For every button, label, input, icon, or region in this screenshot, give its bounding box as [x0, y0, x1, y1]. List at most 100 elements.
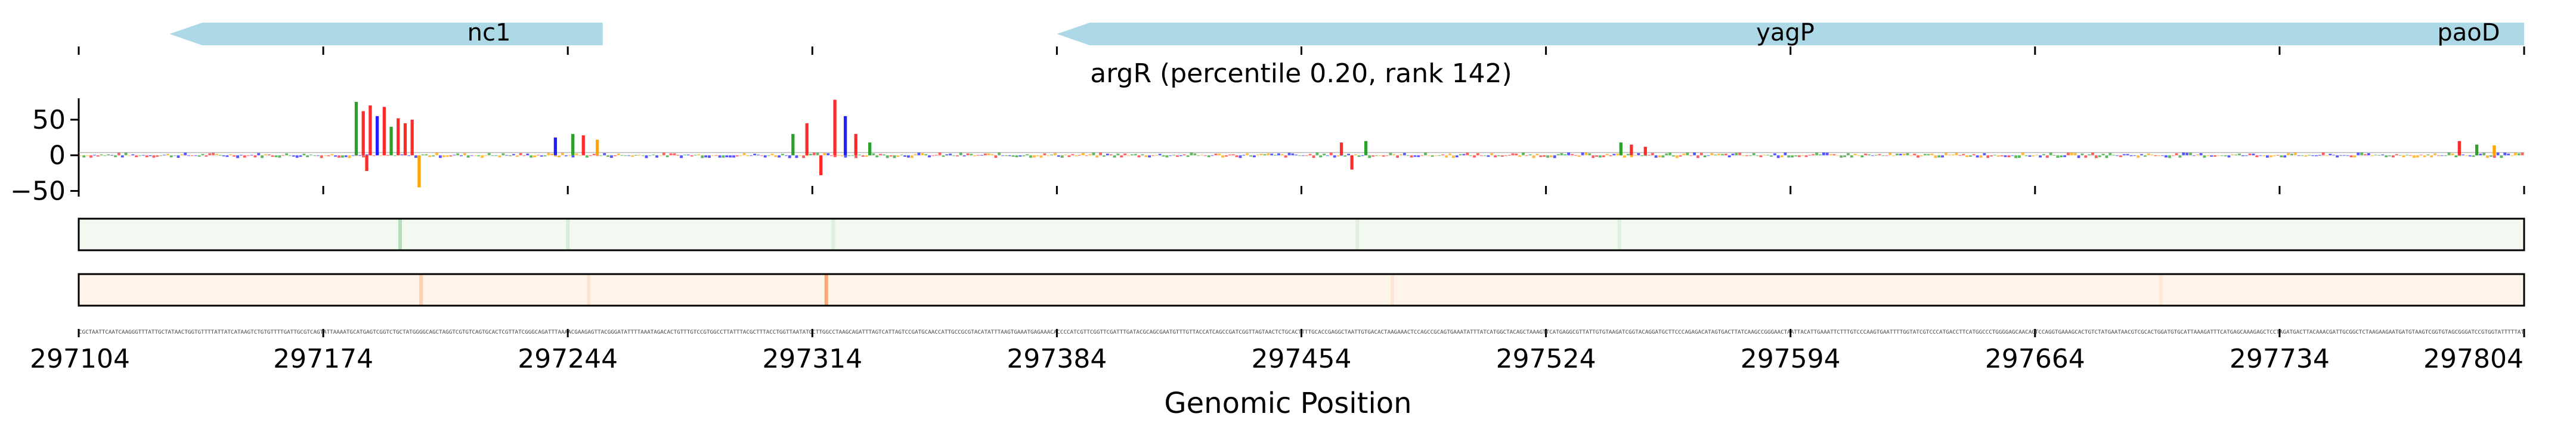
logo-bar — [355, 155, 358, 156]
logo-bar — [1246, 153, 1249, 156]
logo-bar — [2077, 155, 2080, 158]
logo-bar — [1054, 153, 1057, 156]
logo-peak — [365, 155, 369, 171]
logo-bar — [487, 153, 491, 156]
logo-bar — [1602, 155, 1605, 157]
logo-bar — [1113, 155, 1116, 158]
logo-bar — [2049, 153, 2052, 156]
logo-bar — [208, 153, 212, 156]
logo-peak — [382, 107, 386, 156]
logo-bar — [1794, 155, 1797, 157]
logo-bar — [1382, 155, 1385, 157]
logo-bar — [2137, 155, 2140, 158]
x-tick-label: 297384 — [1007, 344, 1107, 374]
heatmap-hotspot — [1355, 219, 1360, 250]
logo-bar — [114, 155, 117, 157]
logo-bar — [1560, 153, 1563, 156]
logo-bar — [2513, 153, 2517, 156]
heatmap-hotspot — [2159, 274, 2163, 306]
logo-bar — [2213, 155, 2216, 157]
logo-bar — [1797, 155, 1801, 157]
logo-bar — [2112, 154, 2116, 156]
x-tick-label: 297664 — [1985, 344, 2085, 374]
logo-bar — [92, 154, 96, 156]
logo-bar — [1287, 153, 1291, 156]
logo-bar — [330, 154, 334, 156]
logo-peak — [417, 155, 421, 188]
logo-bar — [2119, 155, 2122, 157]
logo-bar — [1270, 153, 1274, 156]
logo-bar — [1120, 155, 1123, 158]
logo-bar — [753, 153, 757, 156]
logo-bar — [466, 155, 470, 158]
logo-bar — [2287, 153, 2290, 156]
logo-bar — [637, 154, 641, 156]
logo-bar — [320, 155, 323, 158]
logo-bar — [236, 155, 239, 158]
logo-bar — [2433, 153, 2437, 156]
logo-bar — [292, 155, 295, 157]
x-tick-label: 297174 — [273, 344, 373, 374]
logo-bar — [1630, 155, 1633, 158]
logo-peak — [553, 137, 558, 156]
logo-bar — [788, 155, 791, 158]
logo-bar — [1714, 154, 1717, 156]
logo-bar — [1986, 155, 1990, 158]
logo-bar — [1665, 153, 1668, 156]
logo-bar — [1535, 154, 1539, 156]
logo-bar — [82, 155, 86, 158]
logo-bar — [1011, 155, 1015, 157]
logo-bar — [2199, 153, 2203, 156]
logo-bar — [1658, 155, 1661, 157]
logo-bar — [872, 153, 875, 156]
logo-bar — [1291, 153, 1295, 156]
logo-bar — [763, 155, 767, 158]
logo-bar — [477, 155, 481, 157]
logo-bar — [2091, 153, 2094, 156]
logo-bar — [680, 155, 683, 158]
logo-bar — [218, 155, 222, 156]
logo-bar — [1043, 153, 1046, 156]
logo-bar — [2283, 155, 2287, 158]
logo-bar — [362, 155, 365, 158]
logo-bar — [2105, 155, 2109, 158]
logo-bar — [253, 155, 257, 158]
logo-bar — [673, 153, 676, 156]
logo-bar — [1983, 153, 1986, 156]
logo-bar — [1280, 154, 1284, 156]
logo-bar — [1389, 153, 1392, 156]
logo-bar — [2451, 153, 2454, 156]
logo-bar — [2367, 153, 2370, 156]
logo-bar — [141, 155, 145, 156]
logo-bar — [2486, 155, 2489, 158]
logo-bar — [1543, 155, 1546, 157]
logo-bar — [1532, 155, 1535, 158]
logo-bar — [358, 155, 362, 156]
logo-bar — [1675, 155, 1679, 158]
logo-bar — [1972, 154, 1976, 156]
logo-bar — [1396, 155, 1400, 158]
logo-bar — [2168, 155, 2171, 158]
logo-bar — [334, 155, 338, 157]
logo-bar — [1581, 152, 1584, 156]
logo-bar — [348, 155, 351, 158]
logo-bar — [89, 155, 92, 158]
logo-bar — [2028, 155, 2032, 157]
logo-bar — [463, 153, 466, 156]
logo-bar — [1357, 155, 1361, 157]
logo-peak — [868, 142, 872, 156]
logo-bar — [2056, 155, 2060, 158]
logo-bar — [438, 155, 442, 158]
x-tick-label: 297104 — [30, 344, 130, 374]
x-tick-label: 297314 — [762, 344, 862, 374]
logo-bar — [1190, 153, 1193, 156]
logo-bar — [1738, 153, 1742, 156]
logo-bar — [432, 155, 435, 157]
logo-bar — [2063, 155, 2067, 157]
logo-bar — [690, 155, 693, 157]
logo-bar — [2517, 153, 2521, 156]
logo-bar — [428, 155, 432, 157]
logo-bar — [2178, 155, 2182, 158]
gene-label-yagP: yagP — [1756, 19, 1815, 46]
logo-bar — [1148, 155, 1151, 158]
